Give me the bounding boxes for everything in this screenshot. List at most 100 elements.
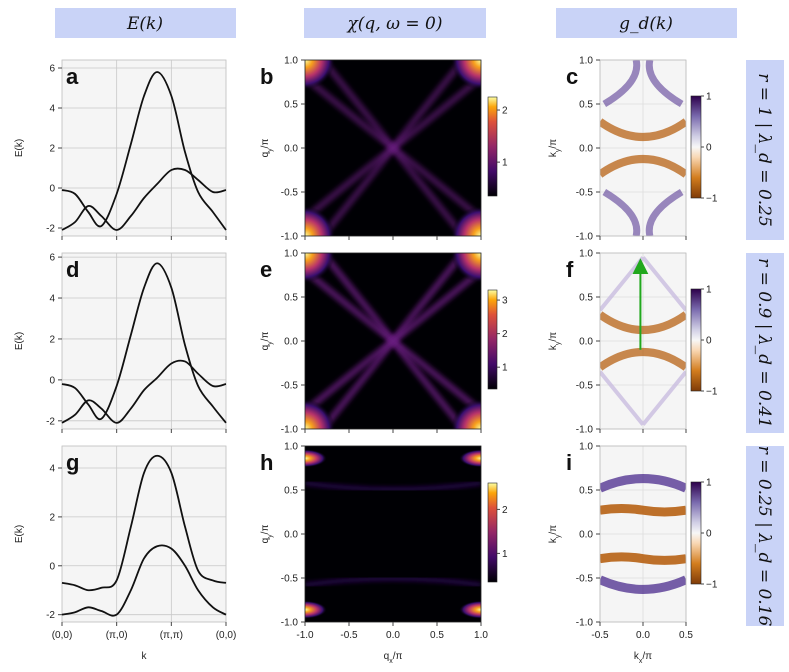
colorbar xyxy=(487,96,498,197)
panel-letter: c xyxy=(566,64,578,89)
panel-letter: a xyxy=(66,64,79,89)
colorbar-tick-label: 1 xyxy=(706,285,712,296)
x-tick-label: (0,0) xyxy=(216,630,237,641)
lower-band-line xyxy=(61,167,227,231)
y-tick-label: -0.5 xyxy=(281,381,299,392)
hotspot xyxy=(305,60,335,90)
colorbar-tick-label: 2 xyxy=(502,106,508,117)
ridge xyxy=(305,576,481,587)
hotspot xyxy=(451,60,481,90)
panel-letter: h xyxy=(260,450,273,475)
colorbar-tick-label: 0 xyxy=(706,143,712,154)
y-tick-label: -1.0 xyxy=(576,425,594,436)
row-label-box-3 xyxy=(746,446,784,626)
x-tick-label: (π,π) xyxy=(160,630,183,641)
y-tick-label: 4 xyxy=(49,294,55,305)
band-curve xyxy=(600,552,686,565)
y-tick-label: 6 xyxy=(49,253,55,264)
row-label-1: r = 1 | λ_d = 0.25 xyxy=(754,73,774,227)
y-tick-label: 0.5 xyxy=(284,293,298,304)
band-curve xyxy=(645,188,684,236)
panel-letter: d xyxy=(66,257,79,282)
y-tick-label: 0.5 xyxy=(284,486,298,497)
colorbar-tick-label: −1 xyxy=(706,194,718,205)
band-curve xyxy=(602,188,641,236)
y-tick-label: 1.0 xyxy=(579,442,593,453)
x-tick-label: -0.5 xyxy=(591,630,609,641)
colorbar-tick-label: 3 xyxy=(502,296,508,307)
hotspot xyxy=(451,206,481,236)
y-tick-label: -0.5 xyxy=(281,188,299,199)
band-curve xyxy=(600,256,686,426)
hotspot xyxy=(305,253,335,283)
colorbar-tick-label: 1 xyxy=(706,92,712,103)
panel-b: -1.0 -0.5 0.0 0.5 1.0 qy/π 1 2 b xyxy=(260,56,508,243)
header-box-energy xyxy=(55,8,236,38)
y-tick-label: -1.0 xyxy=(281,232,299,243)
panel-letter: b xyxy=(260,64,273,89)
row-label-3: r = 0.25 | λ_d = 0.16 xyxy=(754,446,774,627)
y-tick-label: -0.5 xyxy=(576,188,594,199)
colorbar-tick-label: 1 xyxy=(502,158,508,169)
x-tick-label: -1.0 xyxy=(296,630,314,641)
y-tick-label: -1.0 xyxy=(281,425,299,436)
colorbar-tick-label: 0 xyxy=(706,336,712,347)
panel-letter: g xyxy=(66,450,79,475)
upper-band-line xyxy=(61,262,227,424)
fermi-surface xyxy=(600,256,686,426)
y-axis-label: qy/π xyxy=(260,332,274,351)
y-tick-label: 6 xyxy=(49,64,55,75)
y-tick-label: 0.5 xyxy=(579,100,593,111)
band-curve xyxy=(645,60,684,108)
x-tick-label: 0.0 xyxy=(636,630,650,641)
band-curve xyxy=(600,155,686,178)
y-tick-label: 1.0 xyxy=(284,442,298,453)
row-label-2: r = 0.9 | λ_d = 0.41 xyxy=(754,258,774,428)
x-axis-label: kx/π xyxy=(634,651,652,665)
y-axis-label: E(k) xyxy=(14,139,25,157)
y-tick-label: -0.5 xyxy=(576,574,594,585)
y-tick-label: -1.0 xyxy=(576,618,594,629)
lower-band-line xyxy=(61,359,227,424)
y-tick-label: 2 xyxy=(49,144,55,155)
header-energy: E(k) xyxy=(126,14,163,34)
y-axis-label: ky/π xyxy=(548,139,562,157)
hotspot xyxy=(305,399,335,429)
y-tick-label: -2 xyxy=(46,416,55,427)
panel-a: -2 0 2 4 6 E(k) a xyxy=(14,59,227,240)
y-tick-label: 0.0 xyxy=(284,144,298,155)
y-tick-label: 2 xyxy=(49,334,55,345)
panel-c: -1.0 -0.5 0.0 0.5 1.0 ky/π −1 0 1 c xyxy=(548,56,718,243)
y-tick-label: 0.0 xyxy=(284,337,298,348)
y-axis-label: E(k) xyxy=(14,525,25,543)
y-tick-label: -2 xyxy=(46,610,55,621)
y-tick-label: -0.5 xyxy=(281,574,299,585)
band-curve xyxy=(600,575,686,594)
x-axis-label: k xyxy=(142,651,148,662)
y-axis-label: ky/π xyxy=(548,525,562,543)
header-gd: g_d(k) xyxy=(619,14,673,34)
row-label-box-2 xyxy=(746,253,784,433)
heatmap-content xyxy=(305,449,481,619)
x-tick-label: 0.0 xyxy=(386,630,400,641)
y-tick-label: 0 xyxy=(49,184,55,195)
fermi-surface xyxy=(600,60,686,236)
panel-letter: e xyxy=(260,257,272,282)
panel-letter: f xyxy=(566,257,574,282)
ridge xyxy=(305,481,481,492)
x-tick-label: (0,0) xyxy=(52,630,73,641)
y-tick-label: 1.0 xyxy=(579,56,593,67)
panel-f: -1.0 -0.5 0.0 0.5 1.0 ky/π −1 0 1 f xyxy=(548,249,718,436)
panel-g: -2 0 2 4 (0,0) (π,0) (π,π) (0,0) k E(k) g xyxy=(14,445,237,662)
colorbar xyxy=(487,482,498,583)
y-tick-label: -1.0 xyxy=(281,618,299,629)
panel-letter: i xyxy=(566,450,572,475)
y-tick-label: 0.0 xyxy=(579,144,593,155)
ridge xyxy=(305,74,481,222)
y-tick-label: 0.0 xyxy=(579,530,593,541)
hotspot xyxy=(305,206,335,236)
fermi-surface xyxy=(600,474,686,594)
header-chi: χ(q, ω = 0) xyxy=(347,14,443,34)
